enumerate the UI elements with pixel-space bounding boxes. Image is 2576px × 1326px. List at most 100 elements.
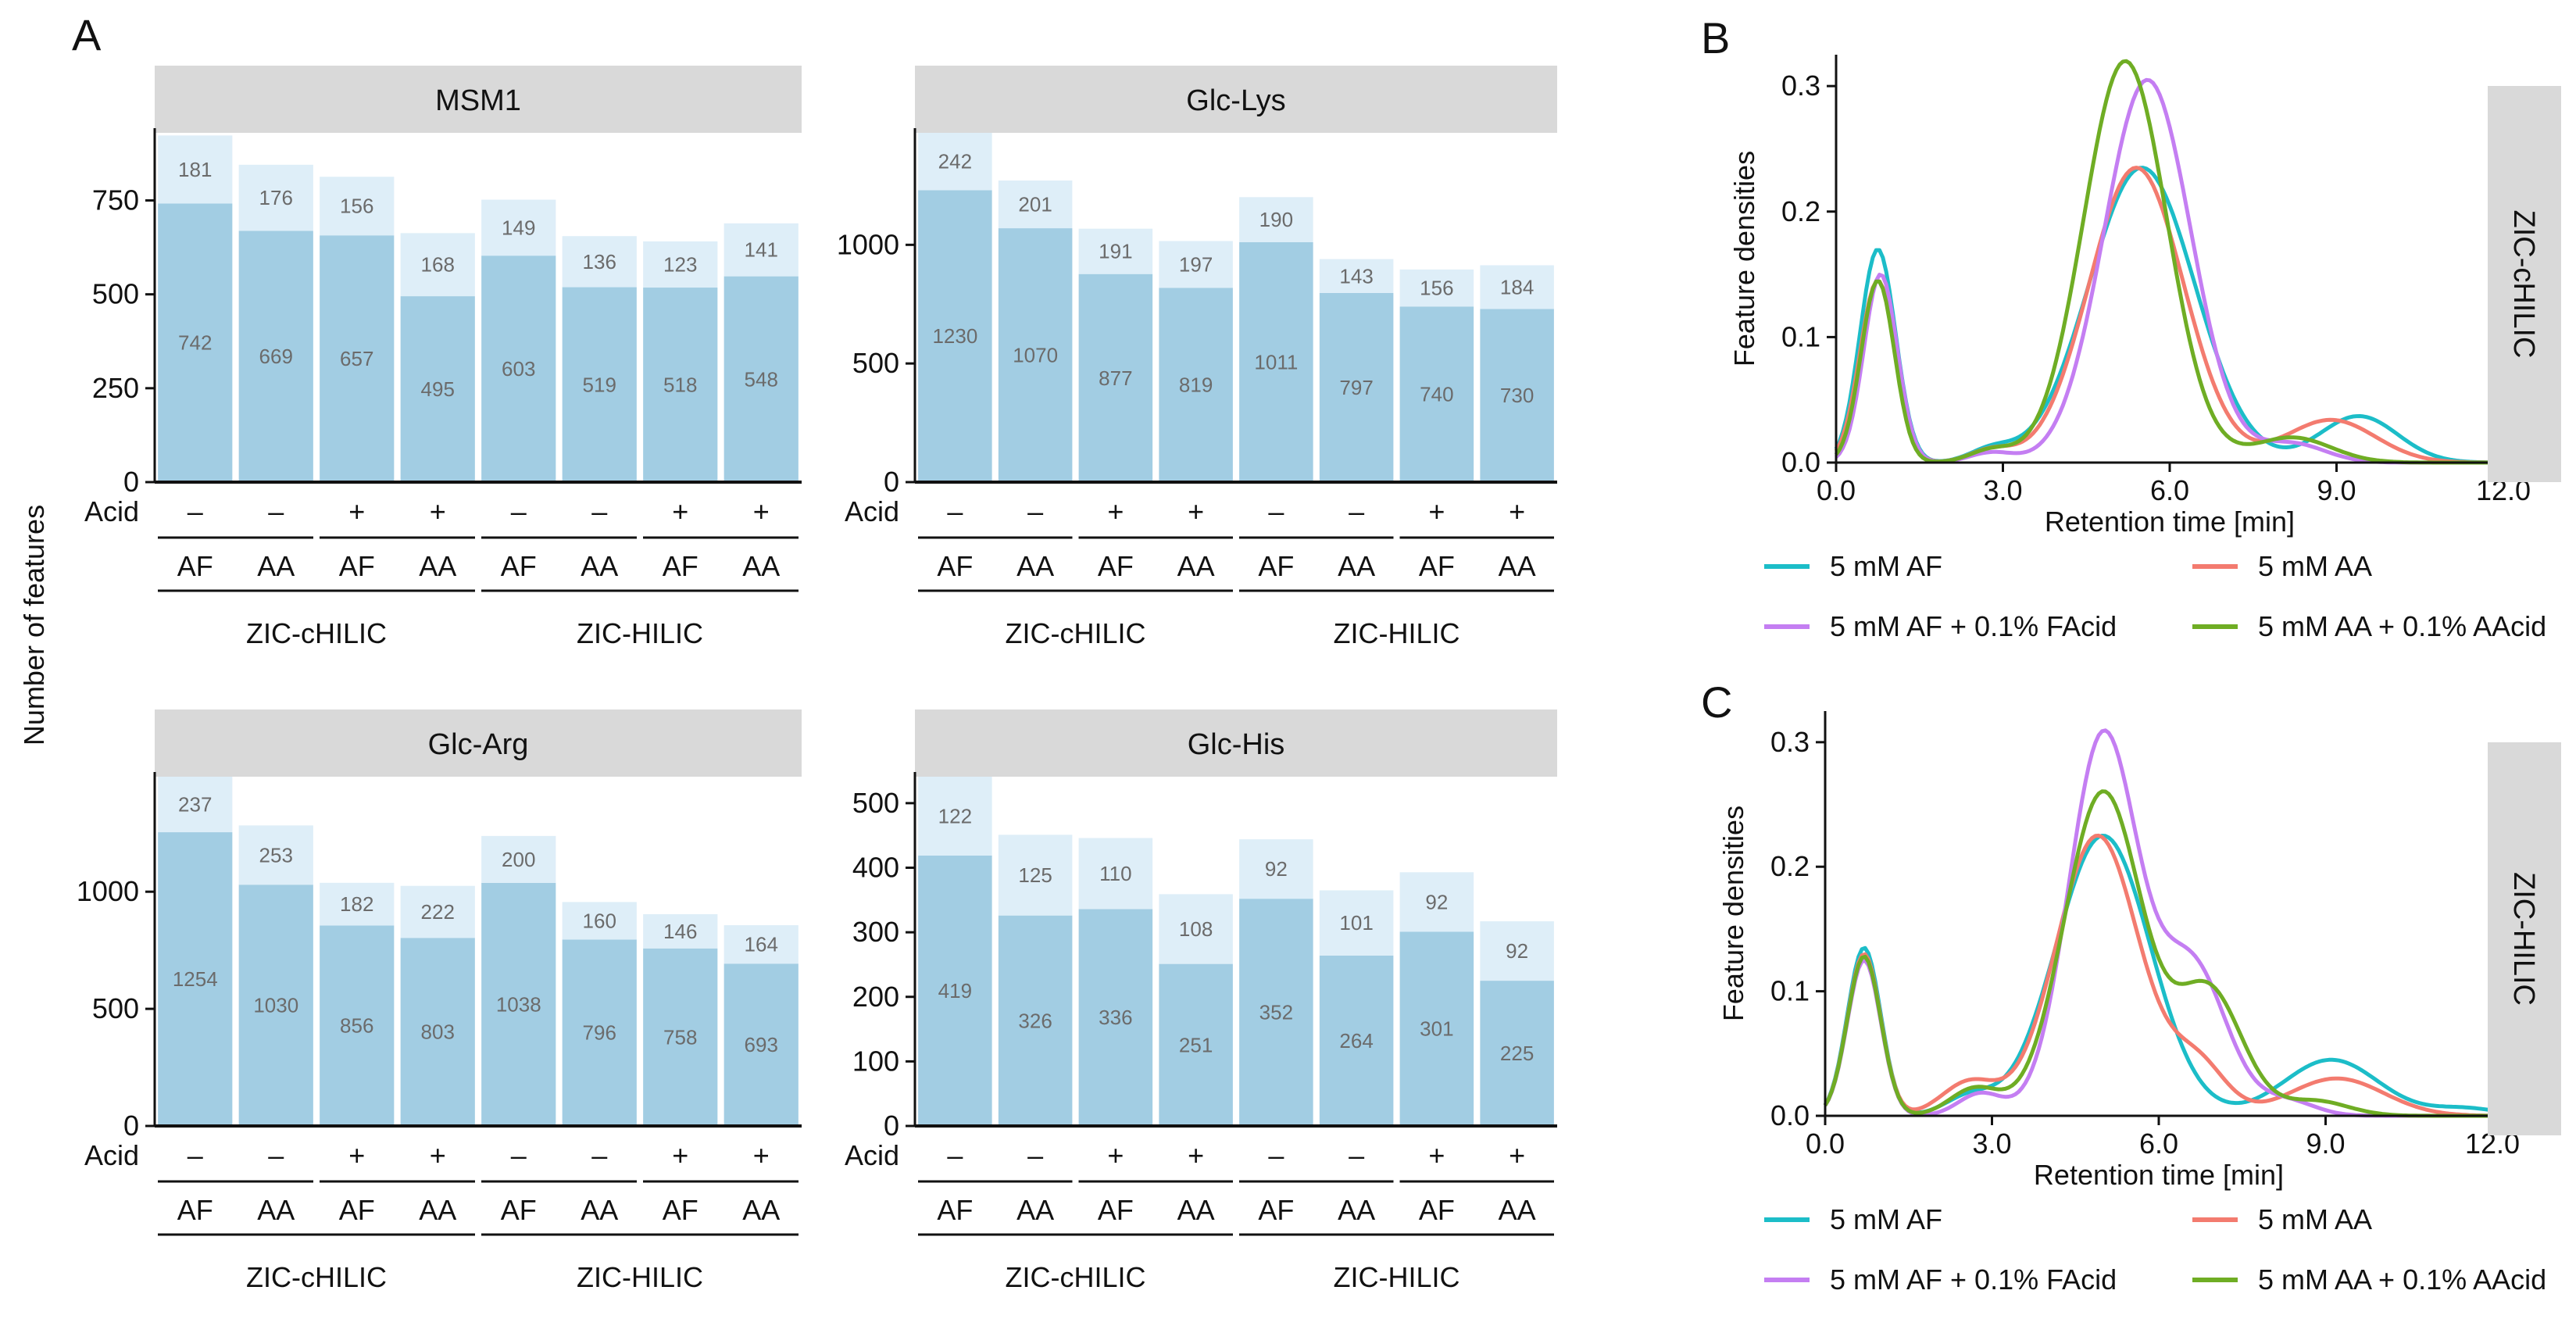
bar-label-base: 225 bbox=[1500, 1042, 1534, 1065]
bar-label-top: 184 bbox=[1500, 275, 1534, 298]
bar-top bbox=[238, 825, 313, 885]
buffer-label: AA bbox=[1016, 1194, 1054, 1226]
bar-base bbox=[1159, 963, 1233, 1126]
y-tick-label: 250 bbox=[92, 372, 139, 404]
bar-top bbox=[158, 777, 233, 833]
column-group-label: ZIC-cHILIC bbox=[246, 1261, 387, 1293]
bar-label-top: 108 bbox=[1179, 917, 1213, 941]
bar-label-base: 819 bbox=[1179, 373, 1213, 397]
bar-base bbox=[1078, 909, 1153, 1126]
acid-sign: – bbox=[947, 1139, 963, 1171]
panel-letter-a: A bbox=[72, 10, 102, 59]
buffer-label: AA bbox=[419, 550, 456, 582]
bar-label-top: 197 bbox=[1179, 252, 1213, 276]
bar-base bbox=[1399, 931, 1474, 1126]
side-strip-label-0: ZIC-cHILIC bbox=[2507, 210, 2540, 359]
bar-label-top: 237 bbox=[178, 793, 212, 817]
x-tick-label: 0.0 bbox=[1806, 1128, 1845, 1160]
bar-base bbox=[1319, 955, 1394, 1126]
buffer-label: AA bbox=[1499, 550, 1536, 582]
bar-label-top: 160 bbox=[583, 909, 616, 932]
y-tick-label: 0 bbox=[884, 466, 899, 498]
bar-label-top: 92 bbox=[1506, 939, 1528, 963]
bar-label-top: 92 bbox=[1425, 890, 1448, 913]
bar-label-base: 1070 bbox=[1013, 344, 1058, 367]
bar-base bbox=[320, 235, 395, 482]
acid-sign: + bbox=[753, 495, 770, 527]
bar-base bbox=[400, 938, 475, 1126]
bar-label-base: 669 bbox=[259, 345, 293, 368]
bar-top bbox=[1399, 872, 1474, 932]
density-line-3 bbox=[1823, 789, 2492, 1118]
buffer-label: AF bbox=[1258, 550, 1294, 582]
y-tick-label: 0 bbox=[123, 466, 139, 498]
bar-label-top: 141 bbox=[745, 238, 778, 262]
acid-row-label: Acid bbox=[845, 1139, 899, 1171]
bar-top bbox=[562, 902, 637, 940]
bar-base bbox=[1399, 306, 1474, 482]
acid-sign: – bbox=[188, 495, 203, 527]
bar-label-top: 156 bbox=[340, 195, 373, 218]
bar-top bbox=[1239, 197, 1313, 242]
x-axis-title: Retention time [min] bbox=[2045, 506, 2295, 538]
bar-base bbox=[723, 963, 799, 1126]
bar-base bbox=[643, 948, 718, 1126]
bar-top bbox=[723, 925, 799, 964]
bar-base bbox=[400, 296, 475, 482]
bar-base bbox=[1159, 288, 1233, 482]
density-line-2 bbox=[1823, 728, 2492, 1118]
buffer-label: AA bbox=[1499, 1194, 1536, 1226]
bar-top bbox=[1319, 259, 1394, 293]
acid-sign: + bbox=[1509, 1139, 1525, 1171]
bar-top bbox=[998, 835, 1073, 916]
y-tick-label: 0.3 bbox=[1781, 70, 1820, 102]
bar-label-base: 336 bbox=[1099, 1006, 1132, 1029]
acid-sign: – bbox=[268, 1139, 284, 1171]
bar-base bbox=[998, 228, 1073, 482]
acid-sign: + bbox=[1107, 1139, 1124, 1171]
buffer-label: AA bbox=[742, 550, 780, 582]
bar-label-base: 742 bbox=[178, 331, 212, 355]
bar-label-top: 146 bbox=[663, 920, 697, 943]
y-tick-label: 500 bbox=[92, 278, 139, 310]
bar-label-base: 1038 bbox=[496, 992, 541, 1016]
y-tick-label: 0.2 bbox=[1770, 850, 1810, 882]
acid-sign: – bbox=[511, 1139, 527, 1171]
bar-label-top: 123 bbox=[663, 252, 697, 276]
bar-top bbox=[158, 135, 233, 204]
acid-sign: – bbox=[591, 495, 607, 527]
legend-label-2: 5 mM AF + 0.1% FAcid bbox=[1830, 610, 2117, 642]
x-tick-label: 0.0 bbox=[1817, 474, 1856, 506]
bar-label-top: 191 bbox=[1099, 240, 1132, 263]
x-tick-label: 9.0 bbox=[2317, 474, 2356, 506]
legend-label-0: 5 mM AF bbox=[1830, 1203, 1942, 1235]
x-axis-title: Retention time [min] bbox=[2034, 1159, 2284, 1191]
bar-top bbox=[918, 133, 992, 191]
buffer-label: AF bbox=[1098, 1194, 1134, 1226]
buffer-label: AF bbox=[177, 550, 213, 582]
acid-sign: – bbox=[1349, 1139, 1364, 1171]
bar-base bbox=[481, 882, 556, 1126]
bar-top bbox=[1239, 839, 1313, 899]
bar-label-top: 190 bbox=[1259, 208, 1293, 231]
y-tick-label: 1000 bbox=[77, 875, 139, 907]
buffer-label: AF bbox=[1419, 550, 1455, 582]
acid-row-label: Acid bbox=[845, 495, 899, 527]
acid-sign: – bbox=[188, 1139, 203, 1171]
panel-title-1: Glc-Lys bbox=[1186, 84, 1285, 117]
panel-title-2: Glc-Arg bbox=[428, 728, 529, 761]
bar-label-top: 182 bbox=[340, 892, 373, 916]
bar-label-base: 877 bbox=[1099, 366, 1132, 390]
y-axis-title-a: Number of features bbox=[18, 505, 50, 745]
x-tick-label: 3.0 bbox=[1972, 1128, 2011, 1160]
acid-sign: – bbox=[1268, 1139, 1284, 1171]
y-tick-label: 500 bbox=[92, 992, 139, 1024]
bar-label-top: 136 bbox=[583, 250, 616, 273]
column-group-label: ZIC-HILIC bbox=[1334, 1261, 1460, 1293]
y-tick-label: 0.2 bbox=[1781, 195, 1820, 227]
bar-top bbox=[723, 223, 799, 277]
legend-label-1: 5 mM AA bbox=[2258, 1203, 2372, 1235]
bar-label-top: 125 bbox=[1018, 863, 1052, 887]
acid-sign: – bbox=[591, 1139, 607, 1171]
bar-label-top: 110 bbox=[1099, 862, 1131, 885]
